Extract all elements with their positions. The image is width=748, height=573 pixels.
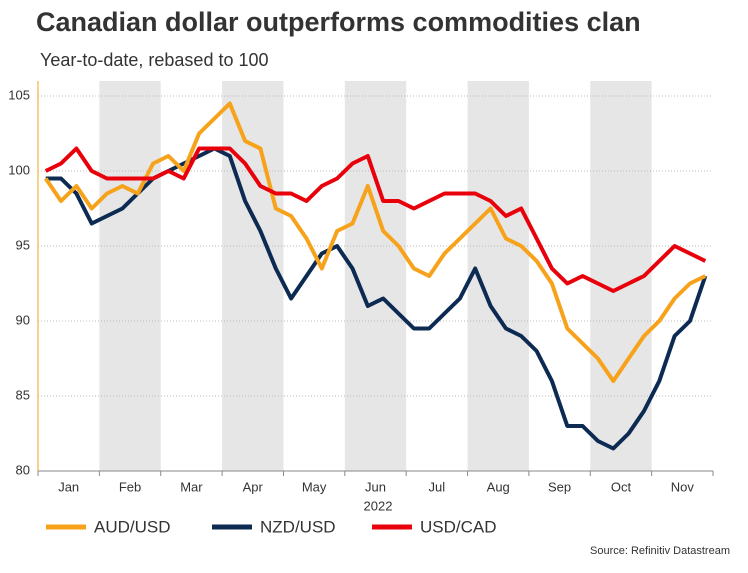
y-tick-label: 100 [8, 162, 30, 177]
x-tick-label: Feb [119, 479, 141, 494]
legend-label: AUD/USD [94, 517, 171, 536]
y-tick-label: 85 [16, 387, 30, 402]
y-tick-label: 80 [16, 462, 30, 477]
month-band [222, 81, 284, 471]
series-line [44, 101, 707, 383]
y-tick-label: 95 [16, 237, 30, 252]
x-tick-label: Jul [429, 479, 446, 494]
series-line [44, 146, 707, 293]
x-tick-label: Nov [671, 479, 695, 494]
source: Source: Refinitiv Datastream [590, 545, 730, 557]
chart-title: Canadian dollar outperforms commodities … [36, 7, 641, 37]
chart-subtitle: Year-to-date, rebased to 100 [40, 50, 269, 70]
legend-label: USD/CAD [420, 517, 497, 536]
x-tick-label: May [302, 479, 327, 494]
x-tick-label: Jan [58, 479, 79, 494]
x-tick-label: Aug [487, 479, 510, 494]
x-tick-label: Apr [243, 479, 264, 494]
x-tick-label: Sep [548, 479, 571, 494]
x-tick-label: Oct [611, 479, 632, 494]
y-tick-label: 90 [16, 312, 30, 327]
x-tick-label: Mar [180, 479, 203, 494]
x-axis-label: 2022 [364, 498, 393, 513]
month-band [99, 81, 161, 471]
y-tick-label: 105 [8, 87, 30, 102]
legend-label: NZD/USD [260, 517, 336, 536]
x-tick-label: Jun [365, 479, 386, 494]
